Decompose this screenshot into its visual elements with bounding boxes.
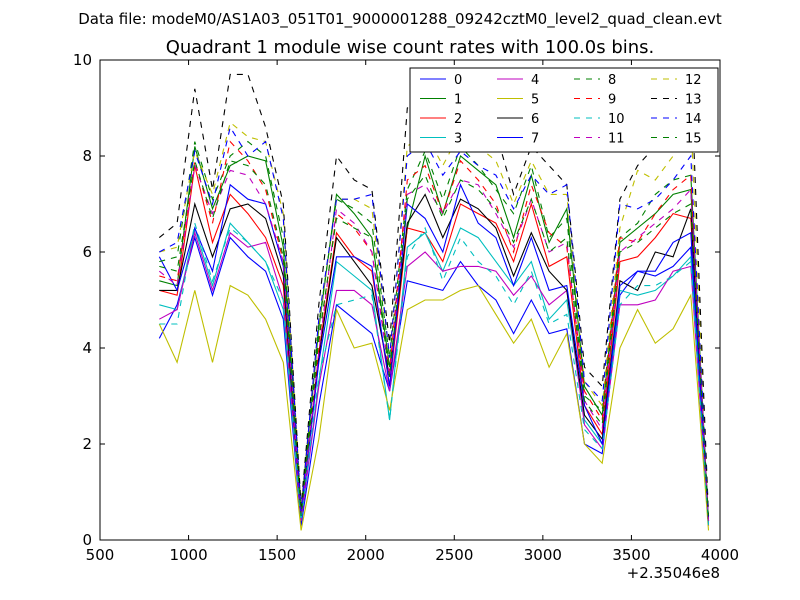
legend-label-13: 13 (685, 93, 702, 108)
series-line-8 (159, 140, 710, 521)
x-tick-label: 3500 (612, 546, 650, 564)
legend-label-3: 3 (454, 132, 462, 147)
legend-label-11: 11 (608, 132, 625, 147)
series-line-5 (158, 284, 710, 531)
x-tick-label: 1000 (169, 546, 207, 564)
series-line-3 (159, 222, 710, 526)
y-tick-label: 10 (73, 51, 92, 69)
legend-label-6: 6 (531, 112, 539, 127)
data-file-suptitle: Data file: modeM0/AS1A03_051T01_90000012… (78, 10, 722, 29)
series-line-6 (159, 193, 710, 521)
series-line-2 (159, 165, 710, 521)
legend-label-9: 9 (608, 93, 616, 108)
y-tick-label: 2 (82, 435, 92, 453)
series-line-7 (158, 183, 710, 521)
legend-label-14: 14 (685, 112, 702, 127)
x-tick-label: 2000 (347, 546, 385, 564)
legend-label-12: 12 (685, 73, 702, 88)
series-line-4 (159, 230, 710, 526)
legend-label-0: 0 (454, 73, 462, 88)
y-tick-label: 8 (82, 147, 92, 165)
series-line-12 (159, 117, 710, 517)
series-line-11 (158, 165, 710, 521)
x-tick-label: 3000 (524, 546, 562, 564)
y-tick-label: 6 (82, 243, 92, 261)
y-tick-label: 4 (82, 339, 92, 357)
axes-frame (99, 59, 721, 541)
legend-label-5: 5 (531, 93, 539, 108)
series-line-0 (158, 235, 710, 526)
legend-label-2: 2 (454, 112, 462, 127)
legend-label-7: 7 (531, 132, 539, 147)
x-tick-label: 2500 (435, 546, 473, 564)
legend-label-15: 15 (685, 132, 702, 147)
x-tick-label: 4000 (701, 546, 739, 564)
x-tick-label: 1500 (258, 546, 296, 564)
legend-label-4: 4 (531, 73, 539, 88)
legend-label-8: 8 (608, 73, 616, 88)
series-line-10 (159, 223, 710, 526)
x-axis-offset-label: +2.35046e8 (627, 564, 720, 582)
x-tick-label: 500 (86, 546, 115, 564)
legend-label-10: 10 (608, 112, 625, 127)
y-tick-label: 0 (82, 531, 92, 549)
series-line-9 (159, 140, 710, 521)
chart-title: Quadrant 1 module wise count rates with … (166, 37, 655, 58)
legend-label-1: 1 (454, 93, 462, 108)
